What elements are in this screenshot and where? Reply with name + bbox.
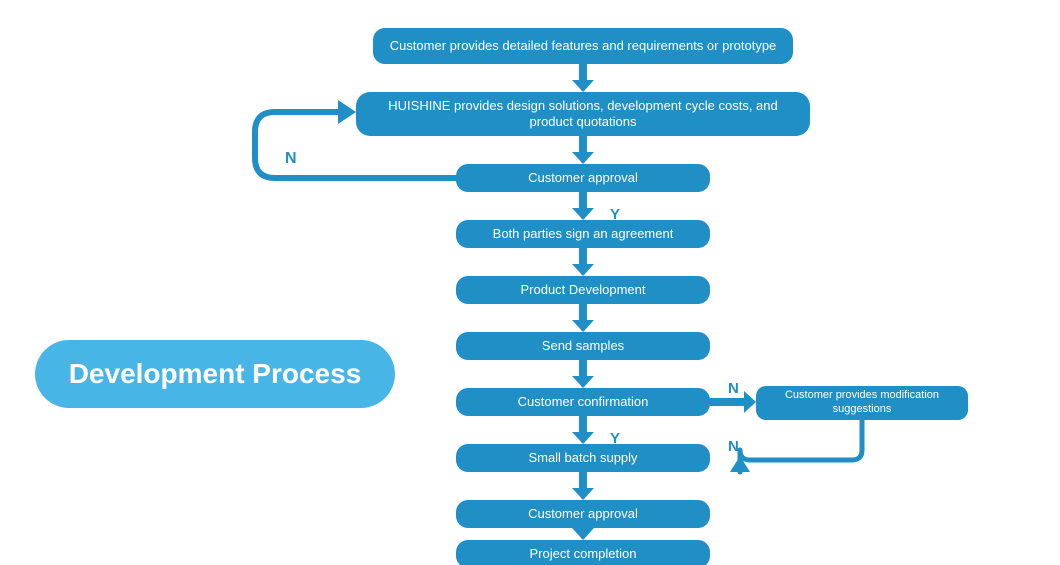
branch-label-Y2: Y	[610, 430, 620, 447]
flow-node-label: Send samples	[542, 338, 624, 354]
flow-node-label: Project completion	[530, 546, 637, 562]
feedback-loop-2	[740, 420, 862, 472]
down-arrow-icon	[572, 64, 594, 92]
flow-node-n7: Customer confirmation	[456, 388, 710, 416]
down-arrow-icon	[572, 136, 594, 164]
flow-node-label: Customer provides detailed features and …	[390, 38, 777, 54]
down-arrow-icon	[572, 360, 594, 388]
flow-node-label: Customer provides modification suggestio…	[766, 389, 958, 417]
down-arrow-icon	[572, 528, 594, 540]
branch-label-N1: N	[285, 150, 297, 168]
flow-node-n4: Both parties sign an agreement	[456, 220, 710, 248]
flow-node-n6: Send samples	[456, 332, 710, 360]
flow-node-n5: Product Development	[456, 276, 710, 304]
flow-node-n3: Customer approval	[456, 164, 710, 192]
flow-node-n2: HUISHINE provides design solutions, deve…	[356, 92, 810, 136]
flow-node-label: Customer approval	[528, 170, 638, 186]
flow-node-label: HUISHINE provides design solutions, deve…	[366, 98, 800, 131]
flow-node-n11: Customer provides modification suggestio…	[756, 386, 968, 420]
flow-node-label: Customer confirmation	[518, 394, 649, 410]
branch-label-N3: N	[728, 438, 739, 455]
flow-node-label: Both parties sign an agreement	[493, 226, 674, 242]
flow-node-n9: Customer approval	[456, 500, 710, 528]
feedback-loop-1-arrowhead-icon	[338, 100, 356, 124]
down-arrow-icon	[572, 416, 594, 444]
flow-node-label: Customer approval	[528, 506, 638, 522]
down-arrow-icon	[572, 472, 594, 500]
down-arrow-icon	[572, 304, 594, 332]
branch-label-N2: N	[728, 380, 739, 397]
flow-node-n10: Project completion	[456, 540, 710, 565]
feedback-loop-2-arrowhead-icon	[730, 456, 750, 472]
flow-node-label: Product Development	[520, 282, 645, 298]
title-pill: Development Process	[35, 340, 395, 408]
flow-node-n8: Small batch supply	[456, 444, 710, 472]
down-arrow-icon	[572, 192, 594, 220]
branch-label-Y1: Y	[610, 206, 620, 223]
down-arrow-icon	[572, 248, 594, 276]
title-text: Development Process	[69, 358, 362, 390]
flow-node-n1: Customer provides detailed features and …	[373, 28, 793, 64]
flow-node-label: Small batch supply	[528, 450, 637, 466]
